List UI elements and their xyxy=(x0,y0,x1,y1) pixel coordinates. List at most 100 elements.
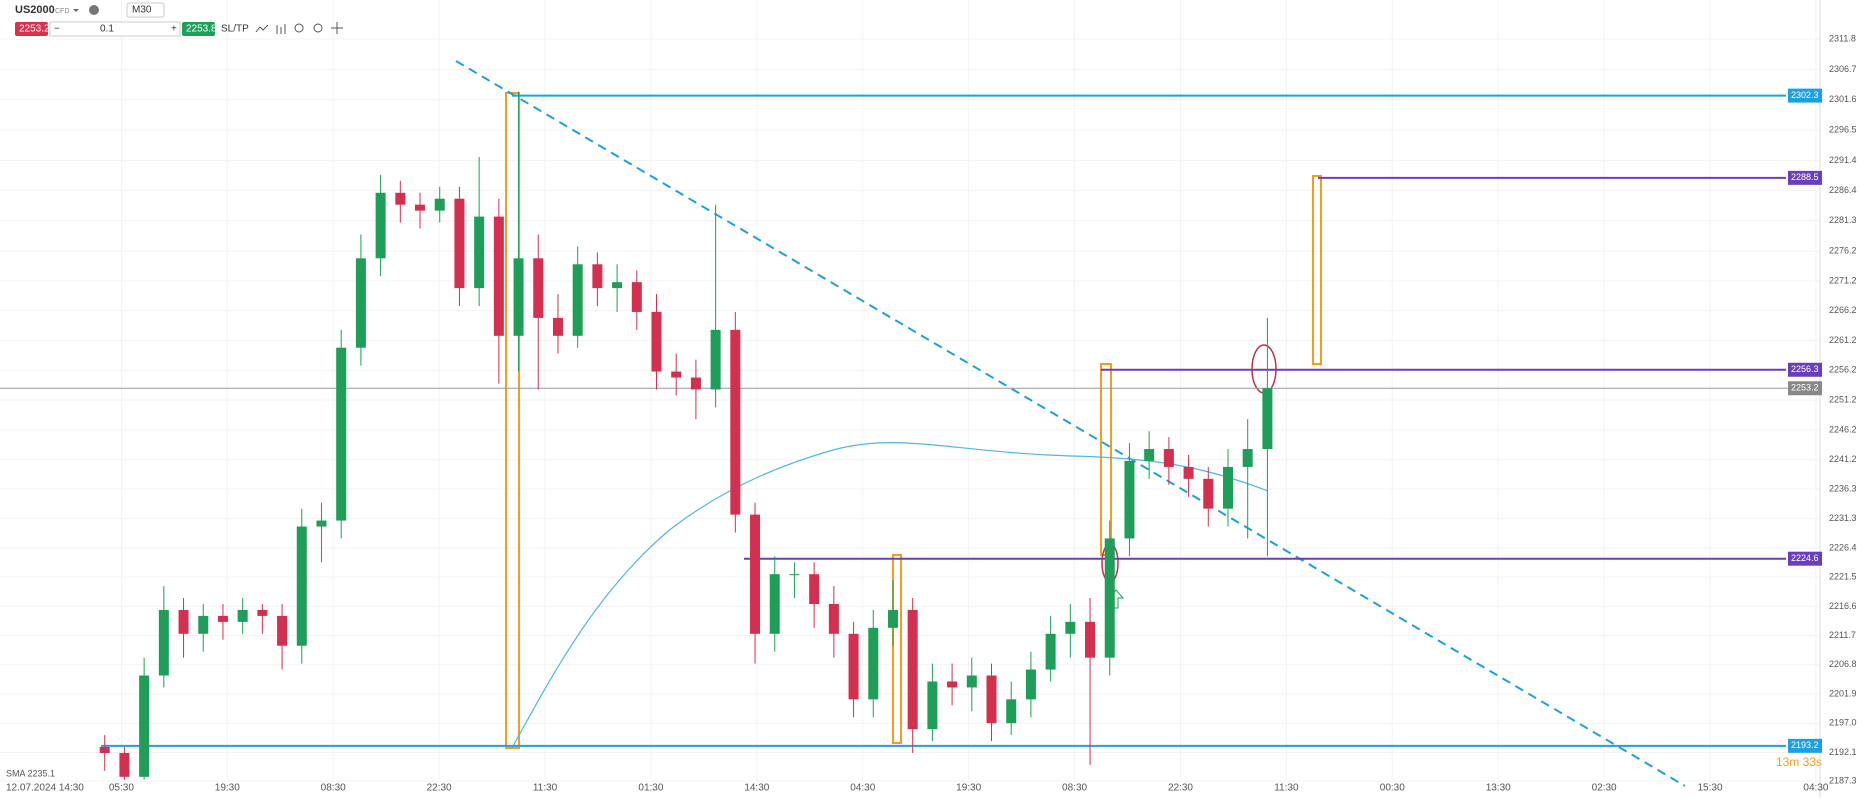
candle-body xyxy=(572,264,583,336)
candle-body xyxy=(592,264,603,289)
candle-body xyxy=(1262,388,1273,450)
level-label: 2224.6 xyxy=(1791,553,1819,563)
candle-body xyxy=(198,615,209,634)
level-label: 2302.3 xyxy=(1791,90,1819,100)
candle-body xyxy=(1222,466,1233,509)
candle-body xyxy=(552,317,563,336)
timeframe-box[interactable] xyxy=(126,2,165,18)
y-tick-label: 2271.2 xyxy=(1829,275,1857,285)
candle-body xyxy=(395,192,406,205)
candle-body xyxy=(1163,449,1174,467)
candle-body xyxy=(671,371,682,378)
y-tick-label: 2291.4 xyxy=(1829,155,1857,165)
candle-body xyxy=(789,574,800,576)
candle-body xyxy=(99,747,110,753)
x-tick-label: 04:30 xyxy=(850,783,875,794)
y-tick-label: 2296.5 xyxy=(1829,125,1857,135)
candle-body xyxy=(1006,699,1017,724)
timer: 13m 33s xyxy=(1776,755,1822,769)
level-label: 2256.3 xyxy=(1791,364,1819,374)
y-tick-label: 2281.3 xyxy=(1829,215,1857,225)
candle-body xyxy=(631,282,642,312)
level-tag xyxy=(1788,551,1822,566)
y-tick-label: 2187.3 xyxy=(1829,775,1857,785)
x-tick-label: 22:30 xyxy=(1168,783,1193,794)
y-tick-label: 2311.8 xyxy=(1829,33,1856,43)
candle-body xyxy=(454,198,465,289)
y-tick-label: 2216.6 xyxy=(1829,601,1857,611)
candle-body xyxy=(513,258,524,336)
x-tick-label: 15:30 xyxy=(1698,783,1723,794)
candle-body xyxy=(1124,460,1135,539)
candle-body xyxy=(336,347,347,521)
y-tick-label: 2226.4 xyxy=(1829,542,1857,552)
sma-line xyxy=(511,442,1269,749)
buy-button[interactable] xyxy=(182,22,215,36)
candle-body xyxy=(434,198,445,211)
y-tick-label: 2286.4 xyxy=(1829,185,1857,195)
plus[interactable]: + xyxy=(171,24,177,35)
candle-body xyxy=(947,681,958,688)
candle-body xyxy=(139,675,150,777)
candle-body xyxy=(533,258,544,318)
y-tick-label: 2211.7 xyxy=(1829,630,1856,640)
tool-icons[interactable] xyxy=(255,22,343,34)
level-tag xyxy=(1788,738,1822,753)
trendline xyxy=(455,60,1686,787)
y-tick-label: 2256.2 xyxy=(1829,365,1857,375)
x-tick-label: 08:30 xyxy=(1062,783,1087,794)
y-tick-label: 2206.8 xyxy=(1829,659,1857,669)
x-tick-label: 02:30 xyxy=(1592,783,1617,794)
symbol-type: CFD xyxy=(55,8,69,15)
candle-body xyxy=(730,329,741,515)
candle-body xyxy=(710,329,721,390)
candle-body xyxy=(848,633,859,700)
y-tick-label: 2236.3 xyxy=(1829,483,1857,493)
x-tick-label: 11:30 xyxy=(533,783,558,794)
x-tick-label: 05:30 xyxy=(109,783,134,794)
volume[interactable]: 0.1 xyxy=(100,24,114,35)
candle-body xyxy=(415,204,426,211)
x-tick-label: 13:30 xyxy=(1486,783,1511,794)
symbol[interactable]: US2000 xyxy=(15,4,55,16)
x-tick-label: 19:30 xyxy=(956,783,981,794)
indicator-label[interactable]: SMA 2235.1 xyxy=(6,768,55,778)
level-tag xyxy=(1788,362,1822,377)
minus[interactable]: − xyxy=(54,24,60,35)
y-tick-label: 2246.2 xyxy=(1829,424,1857,434)
dropdown[interactable] xyxy=(73,9,79,12)
level-tag xyxy=(1788,88,1822,103)
y-tick-label: 2266.2 xyxy=(1829,305,1857,315)
candle-body xyxy=(1183,466,1194,479)
volume-box[interactable] xyxy=(49,21,181,37)
info-icon[interactable] xyxy=(89,5,99,15)
candle-body xyxy=(1104,538,1115,658)
sl-tp[interactable]: SL/TP xyxy=(221,24,249,35)
buy-price[interactable]: 2253.8 xyxy=(186,24,217,35)
current-price-label: 2253.2 xyxy=(1791,383,1819,393)
candle-body xyxy=(1065,621,1076,634)
candle-body xyxy=(868,627,879,700)
candle-body xyxy=(277,615,288,646)
sell-button[interactable] xyxy=(15,22,48,36)
timeframe[interactable]: M30 xyxy=(132,5,152,16)
candle-body xyxy=(750,514,761,634)
candle-body xyxy=(612,282,623,289)
candle-body xyxy=(1045,633,1056,670)
candle-body xyxy=(257,609,268,616)
x-tick-label: 01:30 xyxy=(638,783,663,794)
level-label: 2193.2 xyxy=(1791,740,1819,750)
candle-body xyxy=(828,603,839,634)
candle-body xyxy=(1144,449,1155,461)
candle-body xyxy=(690,377,701,390)
candle-body xyxy=(809,574,820,604)
y-tick-label: 2231.3 xyxy=(1829,513,1857,523)
sell-price[interactable]: 2253.2 xyxy=(19,24,50,35)
candle-body xyxy=(316,520,327,527)
y-tick-label: 2201.9 xyxy=(1829,688,1857,698)
candle-body xyxy=(296,526,307,646)
y-tick-label: 2197.0 xyxy=(1829,718,1857,728)
x-tick-label: 11:30 xyxy=(1274,783,1299,794)
candle-body xyxy=(493,216,504,336)
